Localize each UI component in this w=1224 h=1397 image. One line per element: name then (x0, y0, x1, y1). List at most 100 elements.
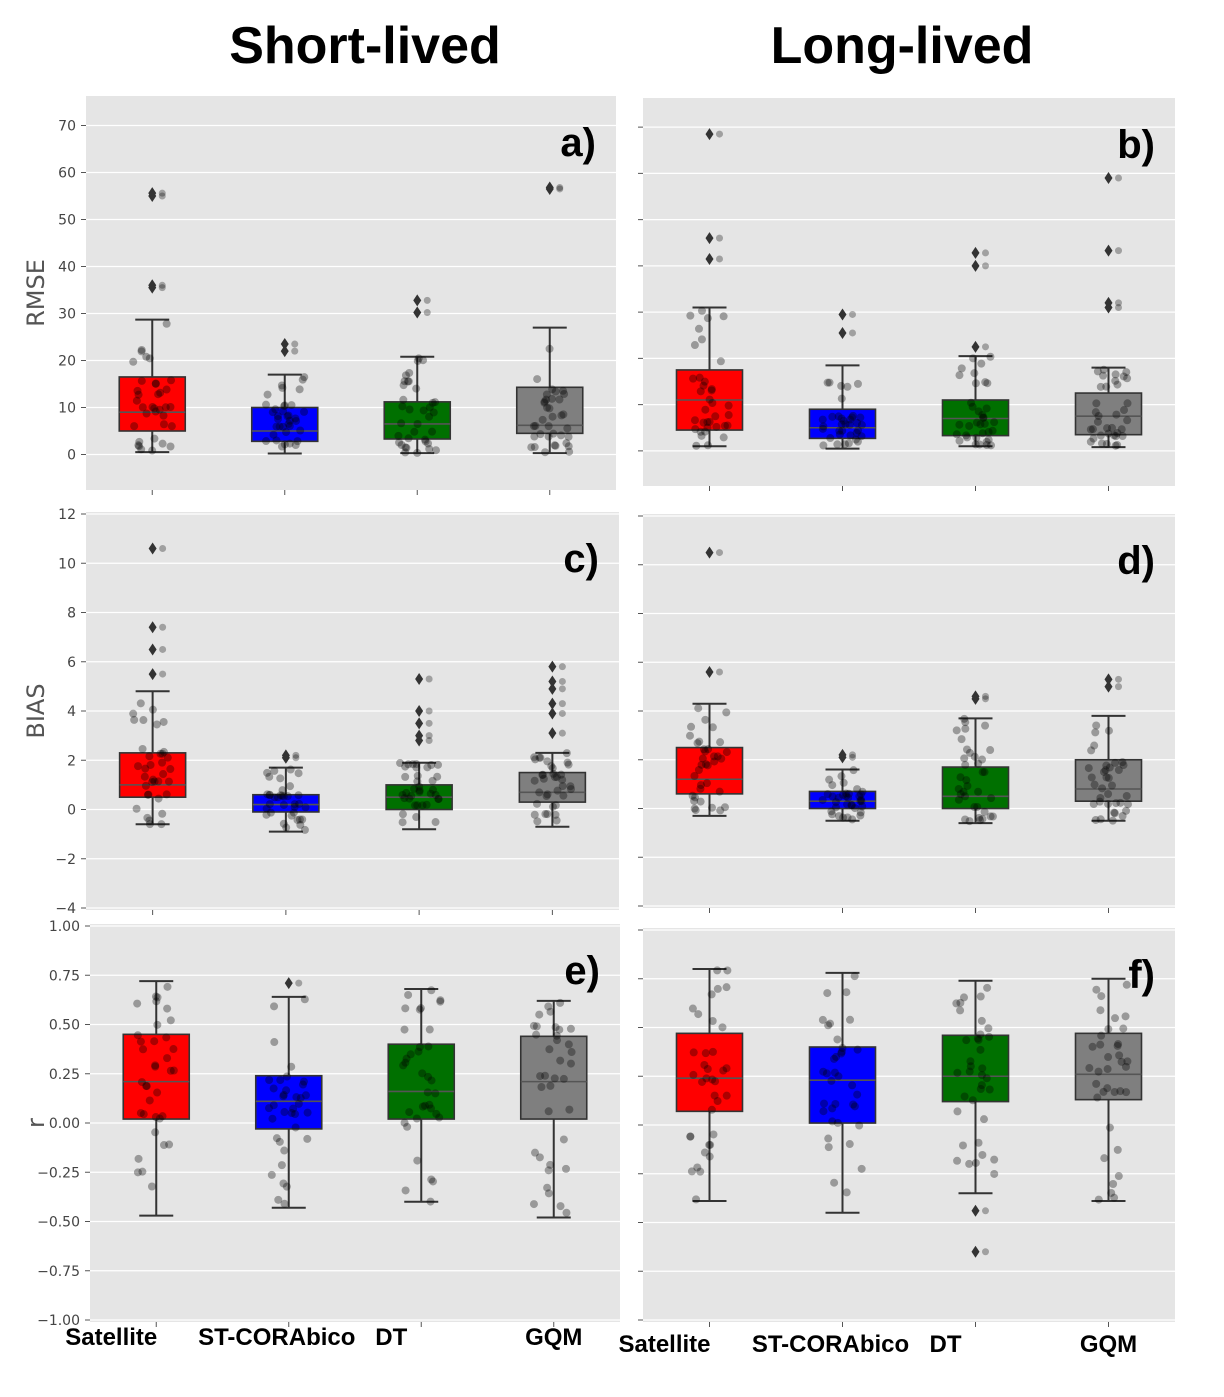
observation-point (701, 715, 710, 724)
observation-point (818, 424, 827, 433)
observation-point (982, 404, 991, 413)
observation-point (984, 1024, 993, 1033)
observation-point (702, 779, 711, 788)
observation-point (1096, 793, 1105, 802)
observation-point (298, 815, 307, 824)
observation-point (262, 804, 271, 813)
observation-point (707, 990, 716, 999)
observation-point (542, 395, 551, 404)
observation-point (285, 416, 294, 425)
observation-point (710, 1091, 719, 1100)
observation-point (955, 420, 964, 429)
observation-point (282, 428, 291, 437)
observation-point (562, 1208, 571, 1217)
observation-point (953, 1107, 962, 1116)
observation-point (557, 411, 566, 420)
observation-point (163, 753, 172, 762)
observation-point (854, 426, 863, 435)
observation-point (976, 420, 985, 429)
observation-point (849, 766, 858, 775)
box-iqr (118, 376, 187, 432)
observation-point (819, 422, 828, 431)
observation-point (282, 1072, 291, 1081)
observation-point (1116, 798, 1125, 807)
observation-point (827, 1076, 836, 1085)
box-iqr (252, 793, 320, 813)
observation-point (273, 793, 282, 802)
observation-point (416, 1004, 425, 1013)
observation-point (703, 761, 712, 770)
observation-point (961, 792, 970, 801)
observation-point (566, 782, 575, 791)
observation-point (852, 428, 861, 437)
observation-point (697, 306, 706, 315)
observation-point (262, 437, 271, 446)
observation-point (970, 803, 979, 812)
observation-point (825, 378, 834, 387)
outlier-marker (148, 542, 157, 555)
observation-point (405, 1108, 414, 1117)
observation-point (831, 1099, 840, 1108)
observation-point (405, 794, 414, 803)
observation-point (133, 386, 142, 395)
observation-point (696, 1167, 705, 1176)
observation-point (856, 811, 865, 820)
observation-point (690, 772, 699, 781)
outlier-point (158, 281, 166, 289)
outlier-point (1115, 683, 1122, 691)
observation-point (291, 1123, 300, 1132)
observation-point (961, 724, 970, 733)
observation-point (396, 759, 405, 768)
observation-point (278, 786, 287, 795)
observation-point (977, 359, 986, 368)
observation-point (839, 416, 848, 425)
y-tick-label: −0.25 (37, 1165, 80, 1181)
observation-point (270, 1002, 279, 1011)
observation-point (434, 794, 443, 803)
observation-point (275, 1137, 284, 1146)
outlier-marker (548, 682, 557, 695)
observation-point (696, 797, 705, 806)
observation-point (564, 760, 573, 769)
observation-point (133, 999, 142, 1008)
box-iqr (808, 1046, 877, 1124)
observation-point (857, 797, 866, 806)
observation-point (1123, 1057, 1132, 1066)
observation-point (282, 1182, 291, 1191)
observation-point (155, 405, 164, 414)
observation-point (290, 800, 299, 809)
observation-point (559, 1135, 568, 1144)
observation-point (856, 413, 865, 422)
observation-point (990, 418, 999, 427)
outlier-point (556, 184, 564, 192)
observation-point (161, 403, 170, 412)
box-iqr (941, 766, 1010, 810)
box-dt (941, 690, 1010, 913)
observation-point (701, 747, 710, 756)
observation-point (712, 422, 721, 431)
observation-point (952, 726, 961, 735)
observation-point (279, 819, 288, 828)
observation-point (1119, 1024, 1128, 1033)
observation-point (856, 808, 865, 817)
observation-point (551, 441, 560, 450)
observation-point (551, 810, 560, 819)
observation-point (262, 810, 271, 819)
observation-point (830, 1178, 839, 1187)
outlier-marker (415, 717, 424, 730)
observation-point (286, 765, 295, 774)
observation-point (1103, 424, 1112, 433)
panel-e: −1.00 −0.75 −0.50 −0.25 0.00 0.25 0.50 0.75 1.00… (22, 919, 620, 1329)
observation-point (413, 356, 422, 365)
observation-point (965, 1159, 974, 1168)
observation-point (987, 794, 996, 803)
y-tick-label: 60 (58, 166, 76, 182)
observation-point (839, 790, 848, 799)
observation-point (846, 1015, 855, 1024)
observation-point (167, 376, 176, 385)
observation-point (401, 443, 410, 452)
observation-point (423, 1088, 432, 1097)
observation-point (552, 773, 561, 782)
observation-point (986, 746, 995, 755)
